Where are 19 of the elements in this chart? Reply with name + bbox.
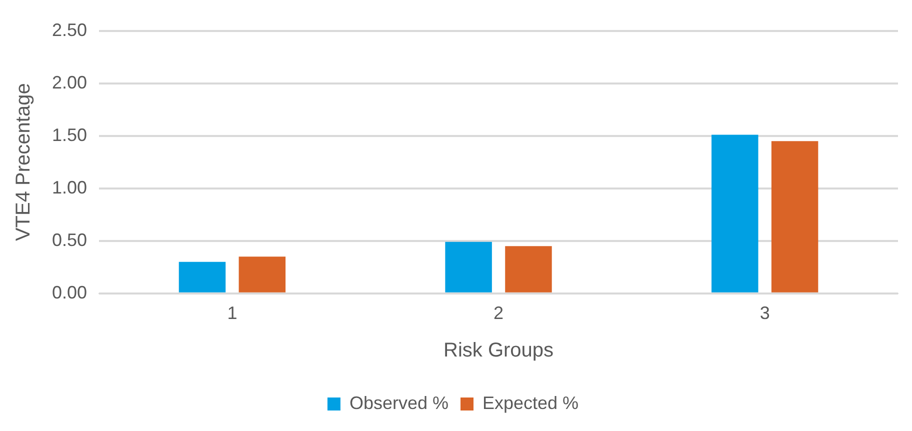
y-tick-label: 1.00 [52, 177, 88, 198]
x-axis-title: Risk Groups [444, 340, 554, 362]
y-tick-label: 2.00 [52, 72, 88, 92]
y-tick-label: 0.50 [52, 230, 88, 250]
y-axis-title: VTE4 Precentage [12, 83, 35, 242]
bar [238, 256, 286, 292]
bar [712, 134, 758, 292]
x-tick-label: 3 [760, 303, 770, 324]
bar [505, 246, 552, 292]
x-tick-label: 2 [494, 303, 504, 324]
bar [445, 242, 492, 292]
bar [178, 262, 226, 292]
y-tick-label: 2.50 [52, 20, 88, 40]
y-tick-label: 1.50 [52, 124, 88, 145]
y-tick-label: 0.00 [52, 282, 88, 302]
bar [771, 141, 818, 292]
legend-label: Expected % [482, 392, 579, 413]
x-tick-label: 1 [227, 303, 238, 324]
legend-label: Observed % [349, 392, 448, 413]
